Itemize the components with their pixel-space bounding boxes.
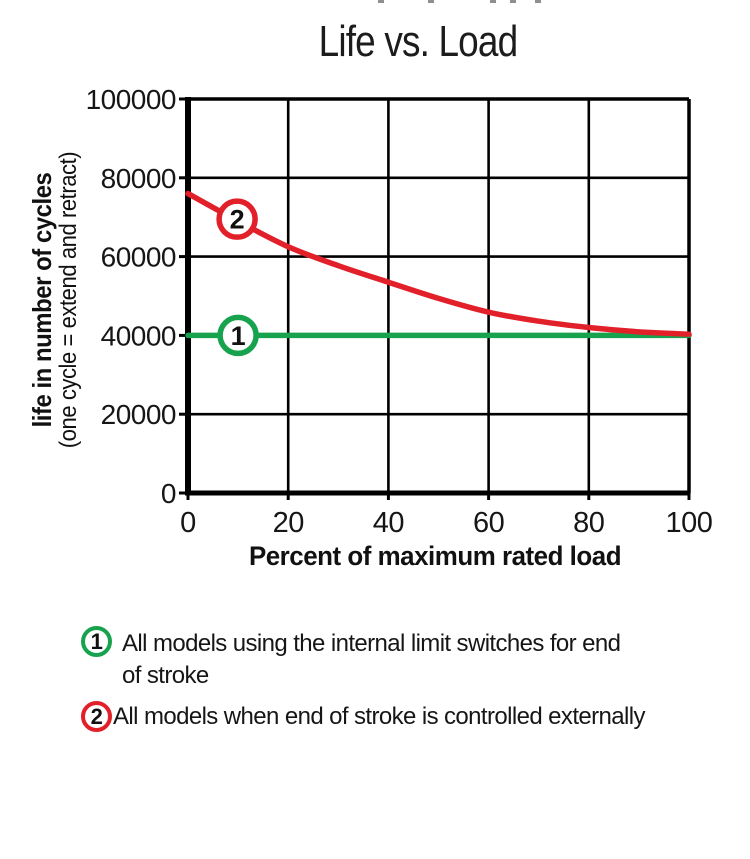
- clipped-text-fragment: [378, 0, 384, 3]
- y-tick-label: 100000: [86, 84, 176, 115]
- series-marker-label-1: 1: [231, 321, 246, 351]
- series-line-2: [185, 190, 692, 337]
- x-tick-label: 0: [180, 507, 196, 539]
- y-tick-label: 80000: [101, 163, 176, 194]
- x-tick-label: 100: [666, 507, 713, 539]
- x-tick-label: 20: [273, 507, 304, 539]
- y-axis-title-sub: (one cycle = extend and retract): [55, 151, 82, 449]
- legend-text-line: All models when end of stroke is control…: [113, 703, 645, 730]
- y-tick-label: 40000: [101, 320, 176, 351]
- series-marker-2: [216, 198, 258, 240]
- clipped-text-fragment: [510, 0, 516, 3]
- x-axis-title: Percent of maximum rated load: [248, 541, 622, 571]
- legend-text-line: All models using the internal limit swit…: [122, 630, 621, 657]
- y-tick-label: 0: [161, 478, 176, 509]
- x-tick-label: 40: [373, 507, 404, 539]
- clipped-text-fragment: [428, 0, 434, 3]
- y-tick-label: 60000: [101, 242, 176, 273]
- legend-marker-2: 2: [81, 701, 112, 732]
- y-axis-title-main: life in number of cycles: [27, 172, 57, 428]
- legend-number-1: 1: [90, 629, 103, 654]
- legend-marker-1: 1: [81, 626, 112, 657]
- y-axis-title: life in number of cycles (one cycle = ex…: [27, 90, 85, 510]
- x-tick-label: 60: [473, 507, 504, 539]
- y-tick-label: 20000: [101, 399, 176, 430]
- clipped-text-fragment: [490, 0, 496, 3]
- series-marker-label-2: 2: [230, 205, 245, 235]
- legend-item-1-text: All models using the internal limit swit…: [122, 628, 621, 692]
- legend-text-line: of stroke: [122, 662, 209, 689]
- x-tick-label: 80: [573, 507, 604, 539]
- legend-item-2-text: All models when end of stroke is control…: [113, 701, 645, 733]
- chart-plot-area: 0 20000 40000 60000 80000 100000 0 20 40 60 80 100 1…: [86, 84, 713, 539]
- series-marker-1: [217, 314, 259, 357]
- page-title: Life vs. Load: [318, 17, 518, 66]
- legend-number-2: 2: [90, 704, 103, 729]
- clipped-text-fragment: [535, 0, 541, 3]
